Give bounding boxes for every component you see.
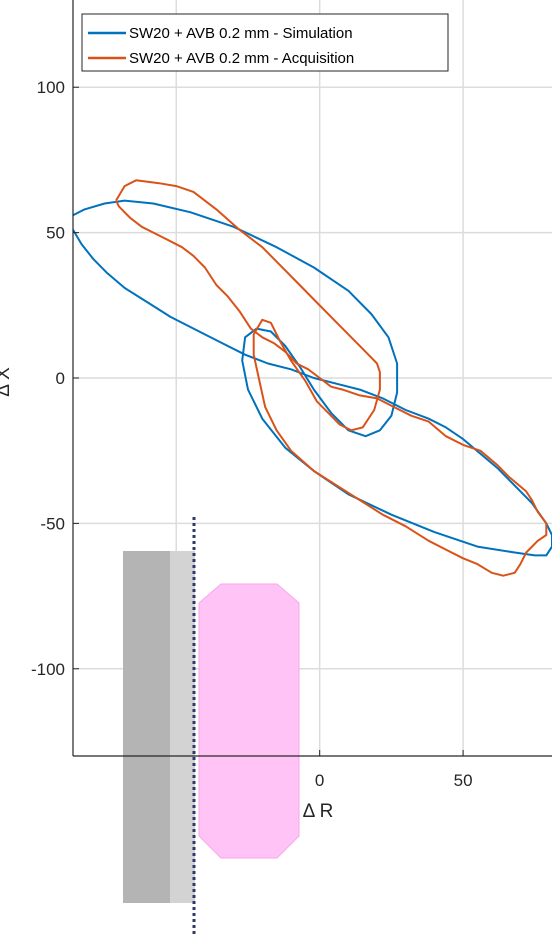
light-gray-block: [170, 551, 195, 903]
legend-box: [81, 13, 449, 72]
x-axis-label: Δ R: [303, 801, 334, 822]
legend: SW20 + AVB 0.2 mm - Simulation SW20 + AV…: [81, 13, 449, 72]
y-tick-label: -100: [31, 660, 65, 679]
pink-octagon: [198, 583, 300, 859]
series-layer: [73, 179, 552, 577]
x-tick-label: 0: [315, 771, 324, 790]
y-tick-label: -50: [40, 514, 65, 533]
y-tick-label: 50: [46, 224, 65, 243]
ticks: 100 50 0 -50 -100 0 50: [31, 78, 473, 790]
series-line-acquisition: [115, 179, 548, 577]
x-tick-label: 50: [454, 771, 473, 790]
legend-label-simulation: SW20 + AVB 0.2 mm - Simulation: [129, 25, 353, 42]
series-line-simulation: [73, 199, 552, 557]
y-tick-label: 0: [56, 369, 65, 388]
y-tick-label: 100: [37, 78, 65, 97]
dark-gray-block: [123, 551, 173, 903]
y-axis-label: Δ X: [0, 367, 14, 397]
legend-label-acquisition: SW20 + AVB 0.2 mm - Acquisition: [129, 50, 354, 67]
